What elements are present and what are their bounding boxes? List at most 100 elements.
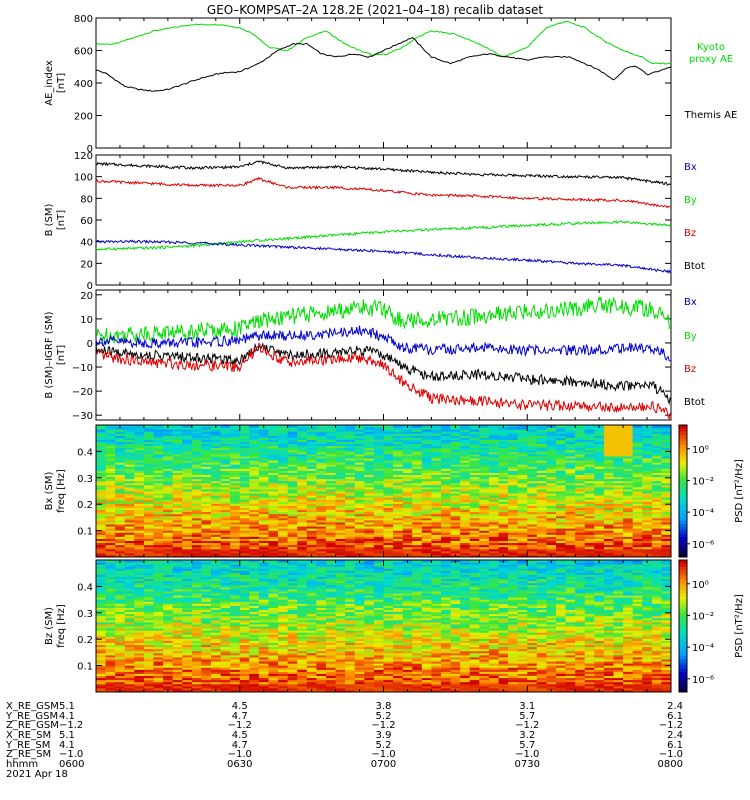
spectrogram-cell [364,480,375,484]
spectrogram-cell [661,497,672,500]
spectrogram-cell [651,503,662,506]
spectrogram-cell [191,478,202,482]
spectrogram-cell [143,675,154,679]
spectrogram-cell [153,429,164,432]
spectrogram-cell [584,437,595,440]
spectrogram-cell [594,507,605,511]
spectrogram-cell [134,661,145,664]
spectrogram-cell [124,526,135,529]
spectrogram-cell [258,445,269,449]
spectrogram-cell [498,517,509,521]
spectrogram-cell [249,546,260,550]
spectrogram-cell [239,431,250,434]
spectrogram-cell [421,526,432,529]
spectrogram-cell [201,648,212,652]
spectrogram-cell [623,439,634,442]
spectrogram-cell [373,507,384,511]
spectrogram-cell [287,451,298,455]
spectrogram-cell [191,576,202,580]
spectrogram-cell [441,503,452,506]
spectrogram-cell [632,501,643,504]
spectrogram-cell [546,503,557,506]
spectrogram-cell [354,538,365,541]
spectrogram-cell [450,499,461,502]
spectrogram-cell [546,466,557,469]
spectrogram-cell [105,480,116,484]
spectrogram-cell [201,584,212,588]
spectrogram-cell [508,476,519,480]
spectrogram-cell [182,599,193,602]
spectrogram-cell [431,524,442,527]
spectrogram-cell [143,679,154,683]
spectrogram-cell [105,588,116,592]
spectrogram-cell [393,451,404,455]
spectrogram-cell [201,478,212,482]
spectrogram-cell [508,484,519,488]
spectrogram-cell [143,441,154,445]
spectrogram-cell [565,532,576,535]
spectrogram-cell [239,437,250,440]
spectrogram-cell [316,449,327,453]
spectrogram-cell [450,493,461,496]
spectrogram-cell [316,548,327,552]
spectrogram-cell [421,517,432,521]
spectrogram-cell [115,634,126,637]
spectrogram-cell [115,437,126,440]
spectrogram-cell [402,511,413,515]
spectrogram-cell [172,677,183,681]
spectrogram-cell [469,538,480,541]
spectrogram-cell [134,636,145,639]
spectrogram-cell [651,433,662,436]
spectrogram-cell [431,455,442,459]
spectrogram-cell [105,501,116,504]
spectrogram-cell [383,524,394,527]
spectrogram-cell [306,540,317,544]
spectrogram-cell [115,536,126,539]
spectrogram-cell [421,501,432,504]
spectrogram-cell [163,669,174,672]
spectrogram-cell [306,464,317,467]
spectrogram-cell [479,462,490,465]
spectrogram-cell [364,453,375,457]
spectrogram-cell [115,595,126,598]
colorbar-cell [679,530,687,535]
spectrogram-cell [546,468,557,471]
spectrogram-cell [632,460,643,463]
spectrogram-cell [163,493,174,496]
spectrogram-cell [527,505,538,508]
spectrogram-cell [613,521,624,525]
spectrogram-cell [326,538,337,541]
spectrogram-cell [613,451,624,455]
spectrogram-cell [603,519,614,523]
spectrogram-cell [508,540,519,544]
spectrogram-cell [450,484,461,488]
spectrogram-cell [258,513,269,517]
spectrogram-cell [230,534,241,537]
spectrogram-cell [124,550,135,554]
series-line-btot [95,160,672,186]
spectrogram-cell [488,458,499,461]
spectrogram-cell [105,679,116,683]
spectrogram-cell [354,519,365,523]
spectrogram-cell [191,486,202,490]
spectrogram-cell [316,532,327,535]
spectrogram-cell [450,509,461,513]
spectrogram-cell [584,447,595,451]
spectrogram-cell [211,484,222,488]
spectrogram-cell [364,449,375,453]
colorbar-cell [679,497,687,502]
spectrogram-cell [460,497,471,500]
spectrogram-cell [143,515,154,519]
spectrogram-cell [249,536,260,539]
spectrogram-cell [431,548,442,552]
spectrogram-cell [421,552,432,556]
spectrogram-cell [172,538,183,541]
spectrogram-cell [163,488,174,492]
spectrogram-cell [96,427,107,430]
spectrogram-cell [153,599,164,602]
spectrogram-cell [546,538,557,541]
spectrogram-cell [651,455,662,459]
spectrogram-cell [575,491,586,494]
spectrogram-cell [546,511,557,515]
spectrogram-cell [143,488,154,492]
